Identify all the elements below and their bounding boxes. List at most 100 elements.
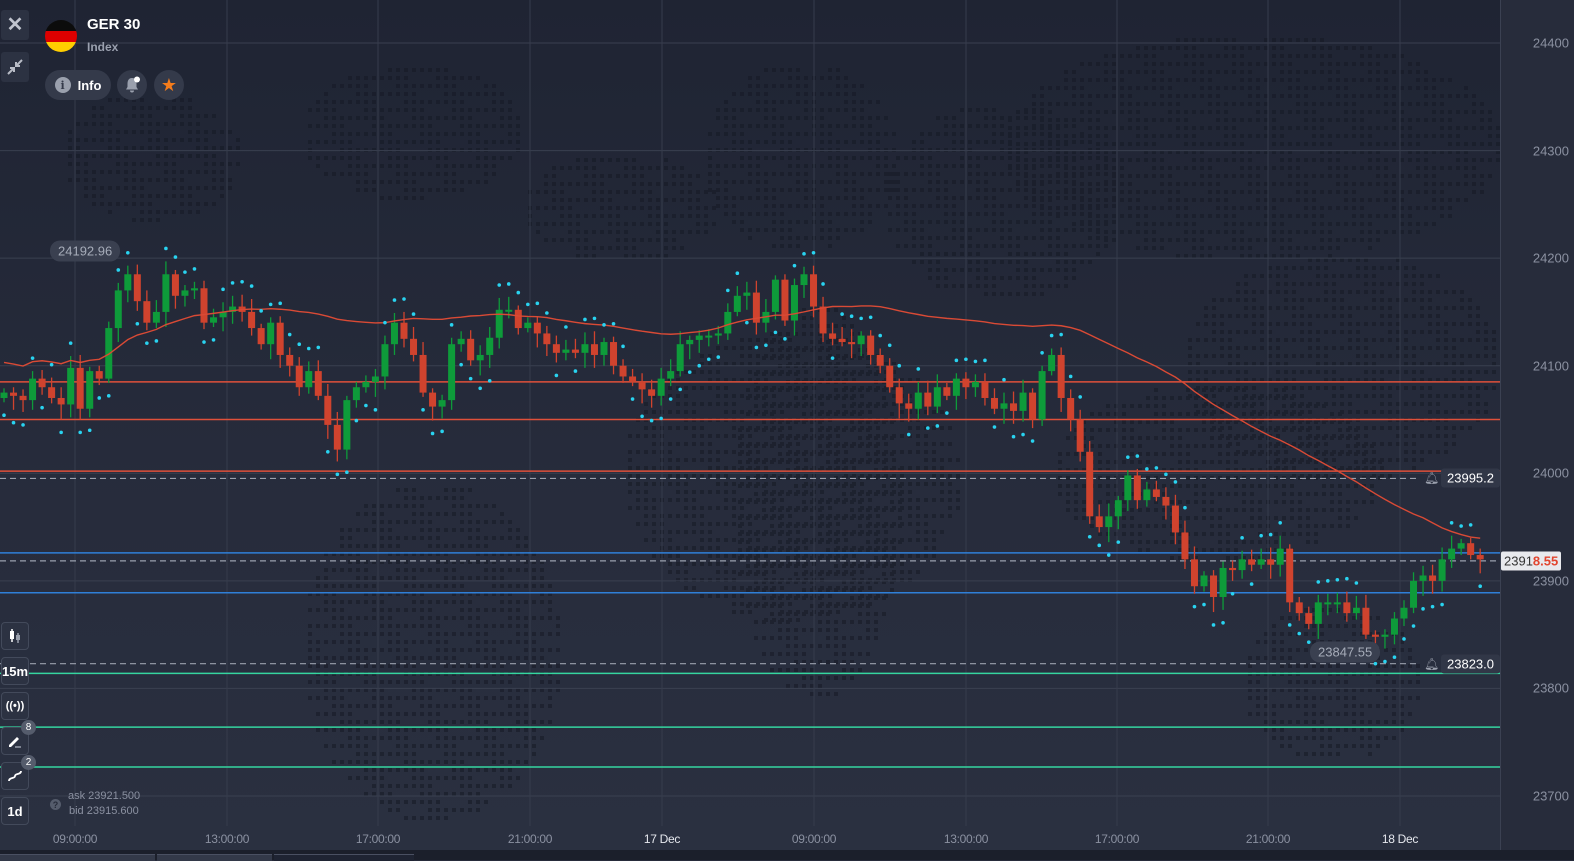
bearish-candle — [553, 344, 560, 353]
bullish-candle — [1401, 608, 1408, 619]
bullish-candle — [1, 393, 8, 398]
bullish-candle — [305, 371, 312, 387]
close-chart-button[interactable]: ✕ — [1, 10, 29, 40]
bullish-candle — [86, 371, 93, 409]
alert-price-tag[interactable]: 23823.0 — [1441, 654, 1500, 673]
parabolic-sar-dot — [1202, 603, 1206, 607]
bearish-candle — [1010, 403, 1017, 411]
bottom-strip — [0, 850, 1574, 860]
price-axis-tick: 24300 — [1533, 143, 1569, 158]
bearish-candle — [1372, 635, 1379, 637]
signals-icon: ((•)) — [6, 700, 25, 712]
parabolic-sar-dot — [155, 339, 159, 343]
parabolic-sar-dot — [688, 370, 692, 374]
alert-bell-icon[interactable]: 🔔︎ — [1424, 657, 1439, 671]
bullish-candle — [791, 285, 798, 320]
parabolic-sar-dot — [1440, 603, 1444, 607]
bearish-candle — [1086, 452, 1093, 517]
parabolic-sar-dot — [974, 360, 978, 364]
parabolic-sar-dot — [516, 291, 520, 295]
parabolic-sar-dot — [1221, 621, 1225, 625]
alerts-button[interactable] — [117, 70, 147, 100]
parabolic-sar-dot — [297, 342, 301, 346]
bearish-candle — [420, 355, 427, 393]
bullish-candle — [772, 280, 779, 312]
bearish-candle — [467, 339, 474, 361]
bullish-candle — [1258, 559, 1265, 564]
drawing-tools-button[interactable]: 8 — [1, 727, 29, 755]
parabolic-sar-dot — [1012, 435, 1016, 439]
time-axis-tick: 13:00:00 — [205, 832, 249, 846]
bullish-candle — [705, 336, 712, 338]
parabolic-sar-dot — [564, 325, 568, 329]
timeframe-button[interactable]: 15m — [1, 657, 29, 685]
bearish-candle — [572, 350, 579, 353]
period-button[interactable]: 1d — [1, 797, 29, 825]
parabolic-sar-dot — [574, 369, 578, 373]
parabolic-sar-dot — [1212, 623, 1216, 627]
bearish-candle — [172, 274, 179, 296]
bearish-candle — [962, 379, 969, 388]
info-button[interactable]: i Info — [45, 70, 111, 100]
parabolic-sar-dot — [793, 264, 797, 268]
bearish-candle — [981, 382, 988, 398]
collapse-button[interactable] — [1, 52, 29, 82]
bullish-candle — [191, 288, 198, 290]
parabolic-sar-dot — [12, 421, 16, 425]
bearish-candle — [543, 333, 550, 344]
parabolic-sar-dot — [269, 303, 273, 307]
indicators-button[interactable]: 2 — [1, 762, 29, 790]
time-axis-tick: 13:00:00 — [944, 832, 988, 846]
drawings-count-badge: 8 — [21, 720, 36, 735]
parabolic-sar-dot — [1155, 466, 1159, 470]
bullish-candle — [1410, 581, 1417, 608]
parabolic-sar-dot — [526, 303, 530, 307]
bearish-candle — [848, 342, 855, 344]
favorite-button[interactable]: ★ — [154, 70, 184, 100]
bullish-candle — [677, 344, 684, 371]
parabolic-sar-dot — [1097, 544, 1101, 548]
parabolic-sar-dot — [421, 408, 425, 412]
parabolic-sar-dot — [1307, 640, 1311, 644]
bullish-candle — [1334, 602, 1341, 604]
parabolic-sar-dot — [364, 404, 368, 408]
parabolic-sar-dot — [316, 346, 320, 350]
price-chart[interactable] — [0, 0, 1500, 850]
parabolic-sar-dot — [469, 377, 473, 381]
bearish-candle — [1362, 608, 1369, 635]
parabolic-sar-dot — [955, 359, 959, 363]
bearish-candle — [1467, 543, 1474, 555]
star-icon: ★ — [161, 76, 177, 94]
parabolic-sar-dot — [697, 364, 701, 368]
parabolic-sar-dot — [716, 355, 720, 359]
parabolic-sar-dot — [145, 341, 149, 345]
bearish-candle — [277, 323, 284, 355]
parabolic-sar-dot — [497, 283, 501, 287]
bullish-candle — [581, 344, 588, 353]
help-icon[interactable]: ? — [50, 799, 61, 810]
parabolic-sar-dot — [669, 397, 673, 401]
alert-bell-icon[interactable]: 🔔︎ — [1424, 471, 1439, 485]
time-axis-tick: 18 Dec — [1382, 832, 1418, 846]
parabolic-sar-dot — [21, 423, 25, 427]
ask-bid-quote: ask 23921.500 bid 23915.600 — [68, 789, 140, 819]
bullish-candle — [601, 342, 608, 355]
signals-button[interactable]: ((•)) — [1, 692, 29, 720]
bearish-candle — [620, 366, 627, 377]
alert-price-tag[interactable]: 23995.2 — [1441, 469, 1500, 488]
bearish-candle — [10, 393, 17, 396]
period-label: 1d — [7, 804, 22, 819]
parabolic-sar-dot — [1136, 454, 1140, 458]
bullish-candle — [1458, 543, 1465, 548]
bullish-candle — [362, 382, 369, 387]
bullish-candle — [1048, 355, 1055, 371]
bullish-candle — [715, 333, 722, 335]
bearish-candle — [610, 342, 617, 366]
parabolic-sar-dot — [459, 363, 463, 367]
bullish-candle — [1001, 403, 1008, 408]
bullish-candle — [29, 379, 36, 401]
chart-type-button[interactable] — [1, 622, 29, 650]
bearish-candle — [20, 396, 27, 400]
